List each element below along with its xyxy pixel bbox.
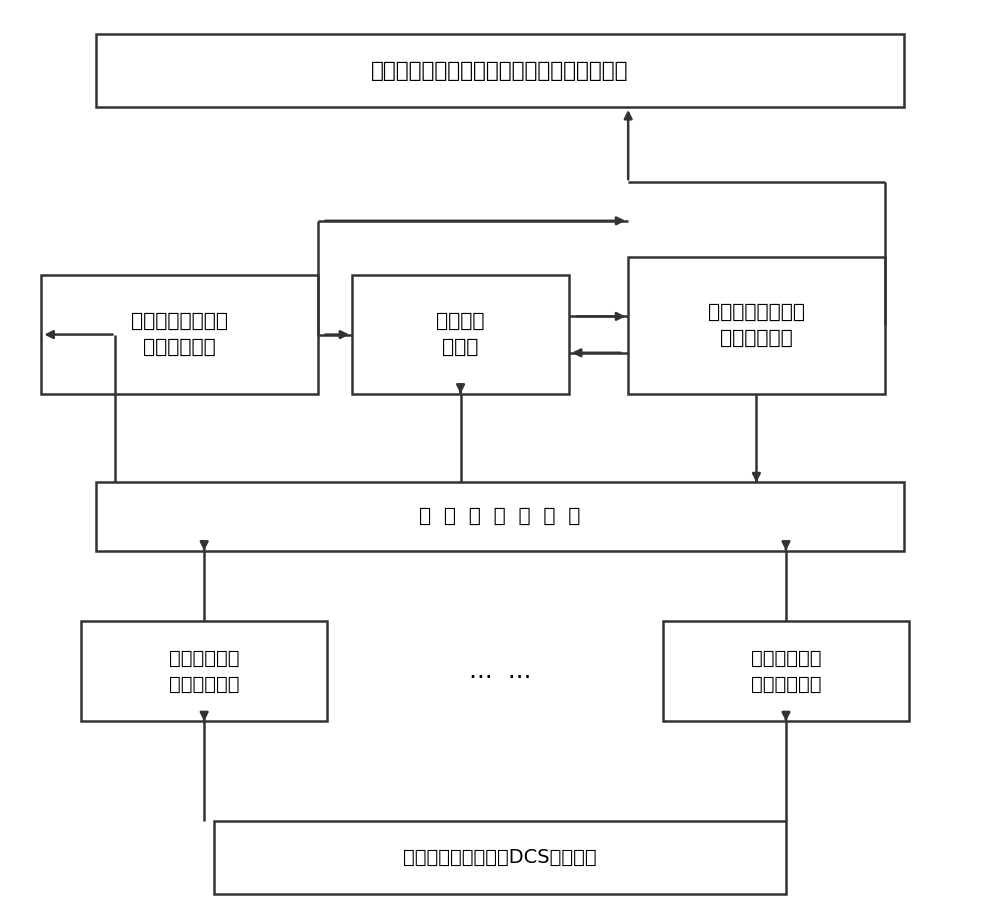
Text: 汽轮机低压缸排汽
焓值计算模块: 汽轮机低压缸排汽 焓值计算模块 [708,303,805,348]
Text: 实  时  数  据  采  集  网: 实 时 数 据 采 集 网 [419,507,581,526]
Bar [214,821,786,894]
Bar [41,275,318,394]
Bar [663,621,909,722]
Bar [96,34,904,107]
Text: …  …: … … [469,660,531,684]
Text: 机组实时运行
数据采集模块: 机组实时运行 数据采集模块 [751,649,821,694]
Bar [352,275,569,394]
Text: 汽轮机低压缸排汽焓值在线监测系统主显示屏: 汽轮机低压缸排汽焓值在线监测系统主显示屏 [371,61,629,80]
Text: 机组分散控制系统（DCS）服务器: 机组分散控制系统（DCS）服务器 [403,848,597,868]
Text: 低压加热器组疏水
焓值计算模块: 低压加热器组疏水 焓值计算模块 [131,311,228,358]
Bar [96,482,904,551]
Text: 机组实时运行
数据采集模块: 机组实时运行 数据采集模块 [169,649,239,694]
Bar [81,621,327,722]
Bar [628,257,885,394]
Text: 数据存储
服务器: 数据存储 服务器 [436,311,485,358]
